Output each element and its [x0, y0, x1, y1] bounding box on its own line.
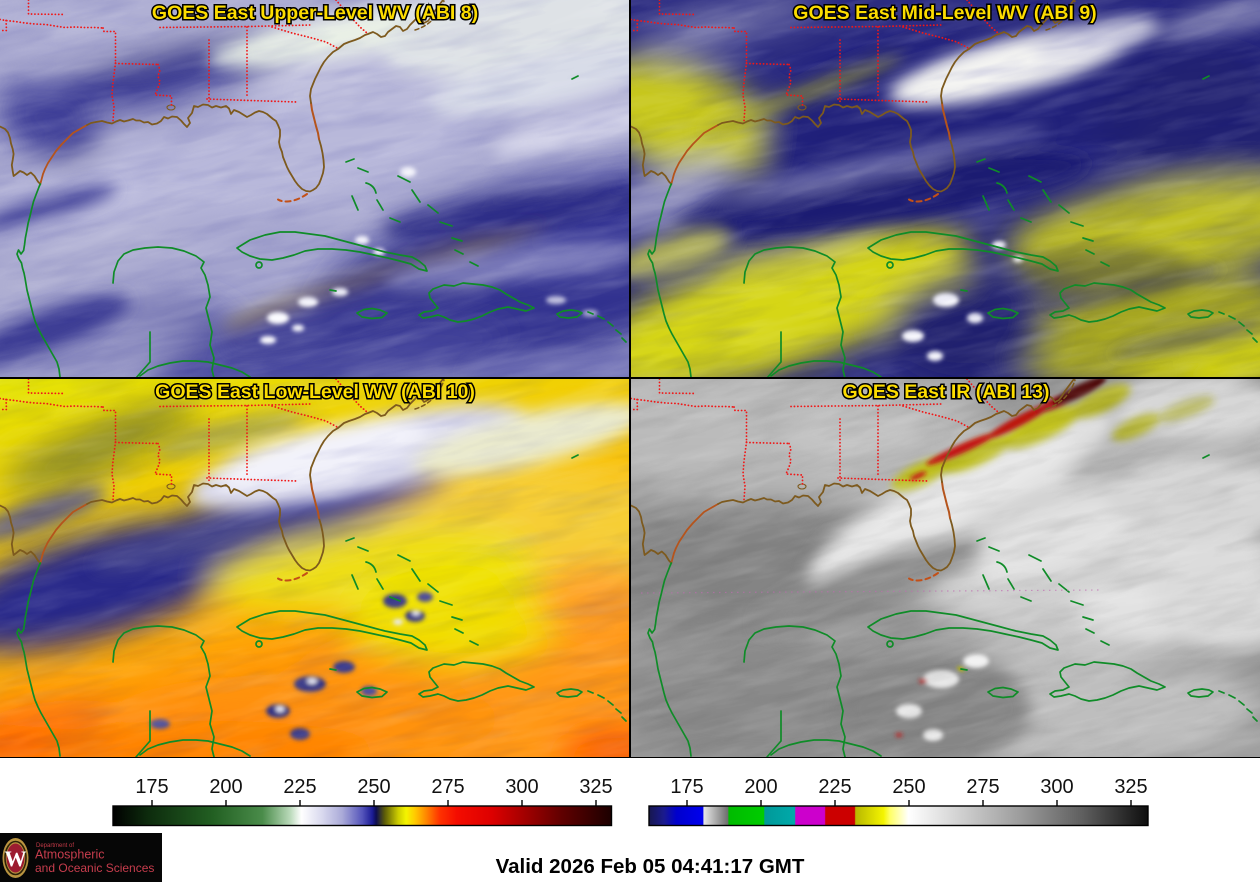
svg-text:175: 175 — [135, 776, 168, 798]
svg-text:250: 250 — [892, 776, 925, 798]
svg-text:300: 300 — [1040, 776, 1073, 798]
svg-text:325: 325 — [579, 776, 612, 798]
svg-text:225: 225 — [818, 776, 851, 798]
svg-text:200: 200 — [209, 776, 242, 798]
svg-text:225: 225 — [283, 776, 316, 798]
svg-text:GOES East IR (ABI 13): GOES East IR (ABI 13) — [843, 381, 1050, 403]
svg-text:175: 175 — [670, 776, 703, 798]
svg-text:and Oceanic Sciences: and Oceanic Sciences — [35, 861, 154, 875]
svg-text:GOES East Low-Level WV (ABI 10: GOES East Low-Level WV (ABI 10) — [155, 381, 475, 403]
svg-text:Department of: Department of — [36, 843, 74, 849]
svg-text:200: 200 — [744, 776, 777, 798]
svg-text:Atmospheric: Atmospheric — [35, 848, 104, 862]
svg-text:W: W — [5, 846, 27, 871]
svg-text:GOES East Mid-Level WV (ABI 9): GOES East Mid-Level WV (ABI 9) — [793, 2, 1096, 24]
svg-text:325: 325 — [1114, 776, 1147, 798]
svg-text:300: 300 — [505, 776, 538, 798]
svg-text:GOES East Upper-Level WV (ABI: GOES East Upper-Level WV (ABI 8) — [152, 2, 478, 24]
svg-text:Valid 2026 Feb 05 04:41:17 GMT: Valid 2026 Feb 05 04:41:17 GMT — [496, 855, 805, 878]
svg-text:275: 275 — [431, 776, 464, 798]
svg-text:250: 250 — [357, 776, 390, 798]
svg-text:275: 275 — [966, 776, 999, 798]
